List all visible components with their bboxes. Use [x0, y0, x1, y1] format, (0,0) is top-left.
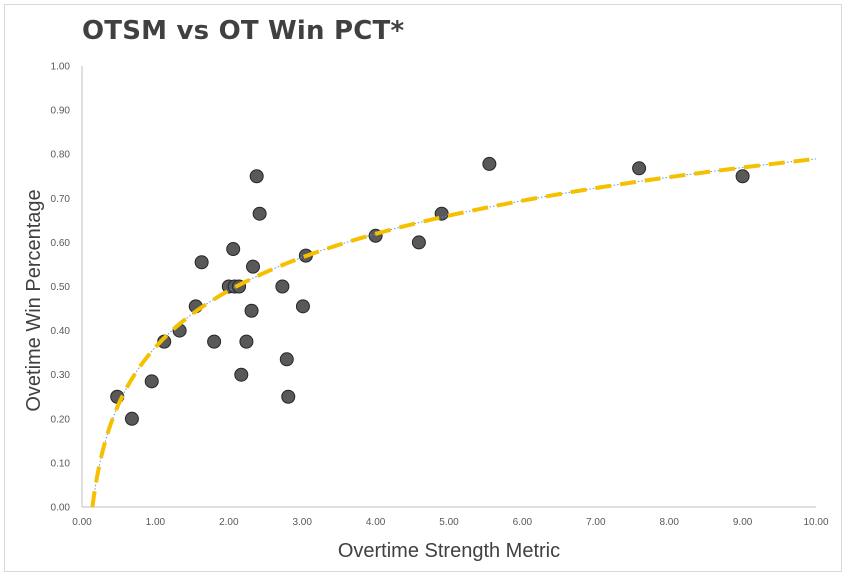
y-tick-label: 0.50 [51, 282, 71, 293]
x-tick-labels: 0.00 1.00 2.00 3.00 4.00 5.00 6.00 7.00 8.00 9.00… [72, 517, 829, 528]
y-tick-label: 0.40 [51, 326, 71, 337]
trendline-group [90, 156, 817, 508]
data-point [144, 374, 159, 389]
data-point [735, 169, 750, 184]
x-tick-label: 6.00 [513, 517, 533, 528]
x-tick-label: 9.00 [733, 517, 753, 528]
axes [81, 66, 816, 508]
y-tick-label: 0.20 [51, 414, 71, 425]
y-tick-label: 0.10 [51, 458, 71, 469]
data-point [281, 389, 296, 404]
data-point [411, 235, 426, 250]
y-tick-labels: 0.00 0.10 0.20 0.30 0.40 0.50 0.60 0.70 0.80 0.90… [51, 62, 71, 514]
data-point [239, 334, 254, 349]
y-tick-label: 0.90 [51, 106, 71, 117]
data-point [279, 352, 294, 367]
x-tick-label: 2.00 [219, 517, 239, 528]
y-tick-label: 0.30 [51, 370, 71, 381]
x-tick-label: 4.00 [366, 517, 386, 528]
trendline [90, 156, 817, 508]
y-tick-label: 0.70 [51, 194, 71, 205]
x-tick-label: 8.00 [659, 517, 679, 528]
data-point [482, 156, 497, 171]
y-axis-label: Ovetime Win Percentage [23, 189, 45, 411]
y-tick-label: 0.00 [51, 503, 71, 514]
trendline-dotted [91, 158, 817, 508]
data-point [157, 334, 172, 349]
data-point [234, 367, 249, 382]
data-point [226, 242, 241, 257]
data-point [275, 279, 290, 294]
x-tick-label: 0.00 [72, 517, 92, 528]
data-points [110, 156, 750, 426]
data-point [124, 411, 139, 426]
chart-title: OTSM vs OT Win PCT* [82, 16, 405, 46]
data-point [207, 334, 222, 349]
y-tick-label: 0.60 [51, 238, 71, 249]
y-tick-label: 0.80 [51, 150, 71, 161]
x-tick-label: 3.00 [292, 517, 312, 528]
x-axis-label: Overtime Strength Metric [338, 540, 560, 562]
x-tick-label: 1.00 [146, 517, 166, 528]
data-point [249, 169, 264, 184]
data-point [246, 259, 261, 274]
data-point [252, 206, 267, 221]
data-point [194, 255, 209, 270]
y-tick-label: 1.00 [51, 62, 71, 73]
data-point [244, 303, 259, 318]
chart-frame [4, 4, 842, 572]
x-tick-label: 7.00 [586, 517, 606, 528]
x-tick-label: 5.00 [439, 517, 459, 528]
x-tick-label: 10.00 [803, 517, 828, 528]
data-point [295, 299, 310, 314]
data-point [632, 161, 647, 176]
